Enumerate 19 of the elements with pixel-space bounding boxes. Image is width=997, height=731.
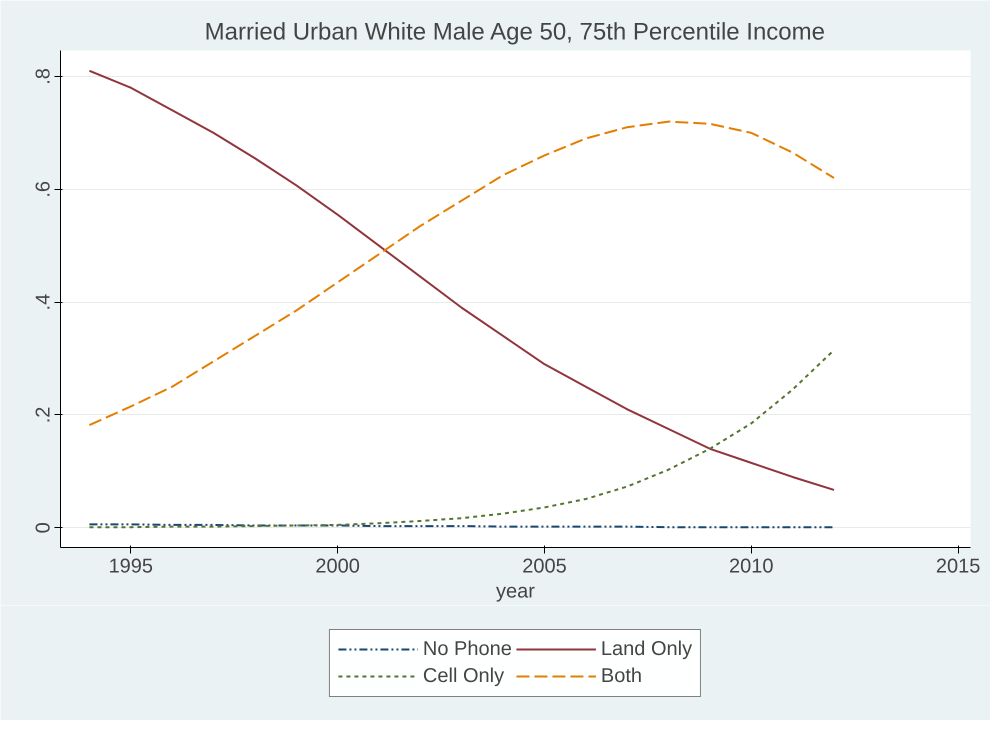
y-tick-label: .2 — [32, 406, 54, 424]
y-tick-label: .6 — [32, 180, 54, 198]
legend-label: Both — [600, 664, 642, 688]
x-axis-title: year — [496, 580, 536, 602]
x-tick-label: 2000 — [315, 556, 360, 578]
x-tick-label: 2005 — [522, 556, 567, 578]
line-series — [88, 120, 835, 426]
line-series — [88, 70, 835, 491]
legend-label: Land Only — [600, 638, 692, 660]
legend-label: No Phone — [422, 638, 512, 660]
line-series — [88, 349, 835, 528]
x-tick-label: 2015 — [936, 556, 980, 578]
y-tick-label: .8 — [32, 68, 54, 85]
y-tick-label: .4 — [32, 294, 54, 310]
legend-label: Cell Only — [422, 664, 504, 688]
x-tick-label: 1995 — [108, 556, 154, 578]
chart-title: Married Urban White Male Age 50, 75th Percentile Income — [204, 18, 825, 46]
y-tick-label: 0 — [32, 522, 54, 534]
x-tick-label: 2010 — [729, 556, 774, 578]
